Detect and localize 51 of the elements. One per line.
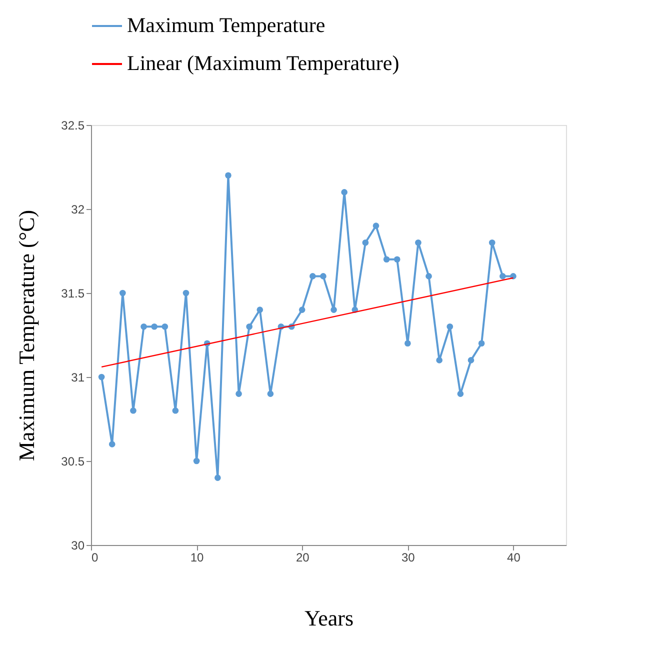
y-tick-label: 32.5 (61, 118, 85, 132)
point (172, 407, 179, 414)
point (320, 273, 326, 280)
point (140, 323, 147, 330)
point (130, 407, 136, 414)
y-axis-title: Maximum Temperature (°C) (14, 210, 40, 462)
point (436, 357, 442, 364)
point (362, 239, 369, 246)
point (267, 390, 274, 397)
point (225, 172, 232, 179)
point (383, 256, 390, 263)
point (488, 239, 496, 246)
point (151, 323, 158, 330)
point (341, 189, 348, 196)
point (246, 323, 252, 330)
point (426, 273, 432, 280)
legend-label: Maximum Temperature (127, 13, 326, 37)
y-tick-label: 31.5 (61, 286, 85, 300)
point (415, 239, 422, 246)
point (372, 222, 380, 229)
x-tick-label: 0 (92, 550, 98, 564)
point (108, 441, 116, 448)
point (256, 306, 264, 313)
point (193, 458, 200, 464)
point (500, 273, 506, 280)
point (298, 306, 306, 313)
y-tick-label: 31 (71, 370, 85, 384)
point (394, 256, 400, 263)
x-tick-label: 10 (190, 550, 204, 564)
point (182, 290, 190, 296)
point (404, 340, 411, 347)
x-axis-title: Years (304, 606, 354, 630)
point (468, 357, 474, 364)
point (236, 390, 242, 397)
point (330, 306, 337, 313)
point (510, 273, 516, 280)
x-tick-label: 40 (507, 550, 521, 564)
legend-label: Linear (Maximum Temperature) (127, 51, 400, 75)
point (98, 374, 105, 380)
y-tick-label: 30 (71, 538, 85, 552)
x-tick-label: 30 (401, 550, 416, 564)
x-tick-label: 20 (296, 550, 310, 564)
point (457, 390, 464, 397)
point (478, 340, 485, 347)
y-tick-label: 30.5 (61, 454, 85, 468)
point (162, 323, 168, 330)
point (310, 273, 316, 280)
point (120, 290, 126, 296)
point (446, 323, 454, 330)
point (214, 474, 221, 481)
y-tick-label: 32 (71, 202, 85, 216)
